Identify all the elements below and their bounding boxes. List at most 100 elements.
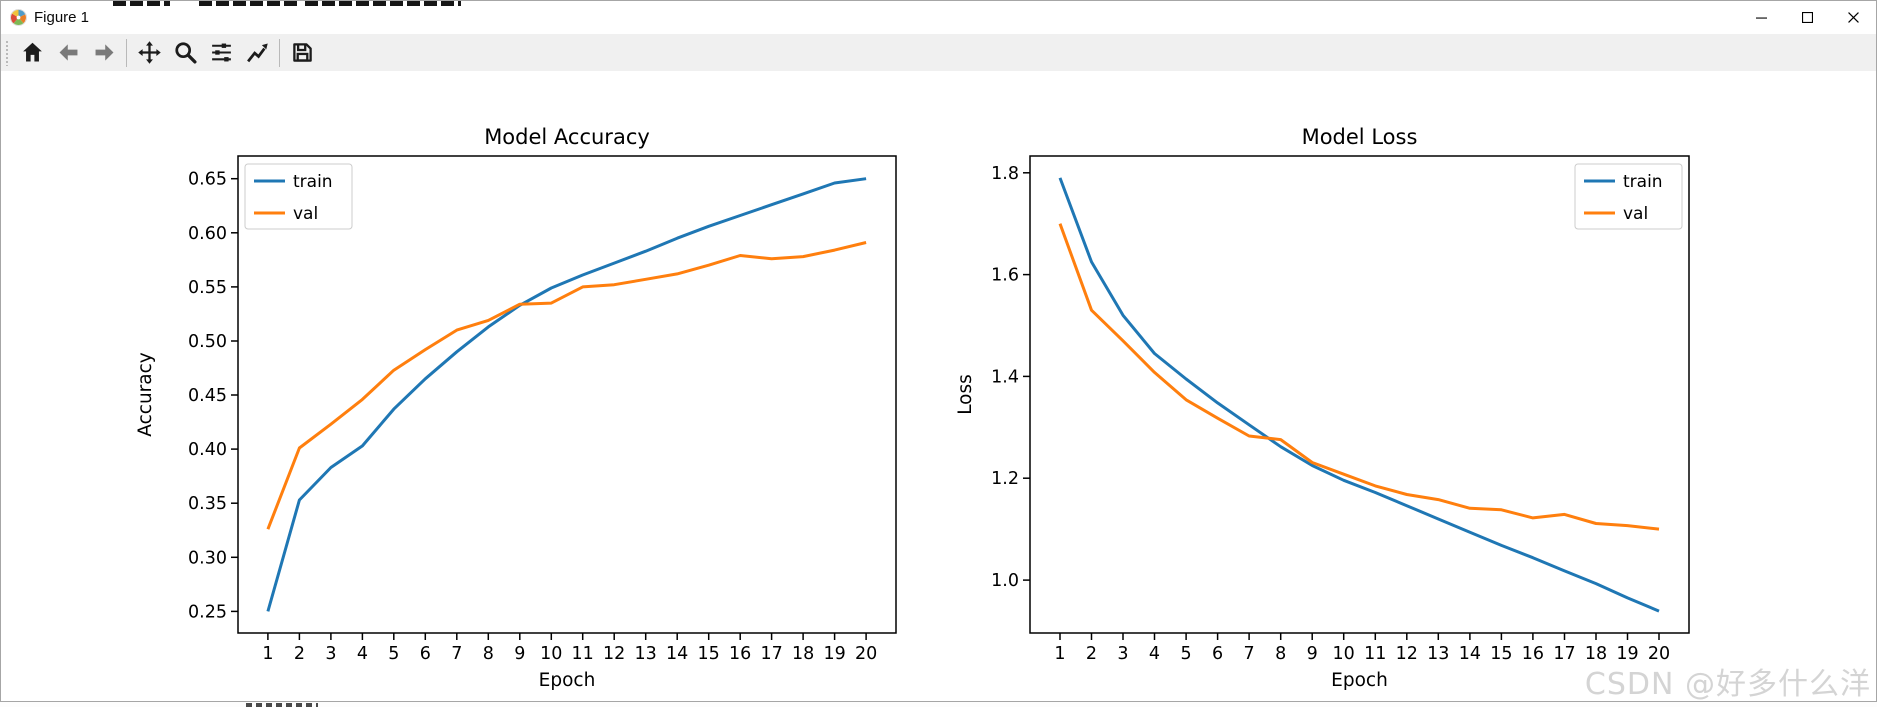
x-tick-label: 14 [1459, 644, 1481, 664]
x-tick-label: 15 [1490, 644, 1512, 664]
window-title: Figure 1 [34, 9, 90, 26]
toolbar [1, 34, 1876, 71]
legend-label-val: val [1623, 204, 1648, 224]
toolbar-buttons [14, 37, 320, 68]
forward-arrow-icon [95, 44, 113, 61]
train-line [1058, 177, 1660, 613]
x-tick-label: 15 [698, 644, 720, 664]
x-tick-label: 13 [635, 644, 657, 664]
model-accuracy-subplot: 1 2 3 4 5 6 7 8 9 10 11 12 13 14 15 16 17 18 19 200.250.300… [135, 125, 897, 691]
y-axis-label: Loss [955, 374, 976, 415]
x-tick-label: 17 [760, 644, 782, 664]
x-tick-label: 19 [823, 644, 845, 664]
x-tick-label: 10 [1333, 644, 1355, 664]
y-tick-label: 0.25 [188, 602, 227, 622]
x-tick-label: 20 [1648, 644, 1670, 664]
minimize-button[interactable] [1738, 1, 1784, 34]
x-tick-label: 8 [1275, 644, 1286, 664]
train-line [266, 177, 867, 612]
zoom-button[interactable] [167, 37, 203, 68]
close-button[interactable] [1830, 1, 1876, 34]
maximize-button[interactable] [1784, 1, 1830, 34]
matplotlib-logo-icon [10, 9, 27, 26]
curve-arrow-icon [246, 43, 268, 63]
x-tick-label: 9 [514, 644, 525, 664]
x-tick-label: 8 [483, 644, 494, 664]
configure-subplots-button[interactable] [203, 37, 239, 68]
magnifier-icon [174, 42, 197, 64]
window-controls [1738, 1, 1876, 34]
x-axis-label: Epoch [539, 670, 596, 691]
y-tick-label: 0.60 [188, 224, 227, 244]
x-tick-label: 12 [1396, 644, 1418, 664]
minimize-icon [1755, 17, 1767, 19]
legend-label-train: train [1623, 172, 1663, 192]
close-icon [1847, 12, 1859, 23]
x-tick-label: 7 [451, 644, 462, 664]
x-tick-label: 1 [262, 644, 273, 664]
background-artifact [199, 1, 299, 6]
figure-canvas[interactable]: 1 2 3 4 5 6 7 8 9 10 11 12 13 14 15 16 17 18 19 200.250.300… [1, 71, 1877, 703]
toolbar-grip-handle[interactable] [5, 39, 10, 66]
background-artifact [113, 1, 170, 6]
x-tick-label: 16 [1522, 644, 1544, 664]
title-bar[interactable]: Figure 1 [1, 1, 1876, 34]
x-tick-label: 2 [294, 644, 305, 664]
x-tick-label: 17 [1553, 644, 1575, 664]
x-tick-label: 10 [540, 644, 562, 664]
x-tick-label: 4 [357, 644, 368, 664]
y-tick-label: 0.65 [188, 170, 227, 190]
x-tick-label: 3 [325, 644, 336, 664]
y-tick-label: 0.50 [188, 332, 227, 352]
x-tick-label: 6 [1212, 644, 1223, 664]
home-button[interactable] [14, 37, 50, 68]
x-tick-label: 18 [1585, 644, 1607, 664]
x-tick-label: 5 [388, 644, 399, 664]
toolbar-separator [279, 38, 280, 67]
x-tick-label: 18 [792, 644, 814, 664]
y-tick-label: 0.40 [188, 440, 227, 460]
x-tick-label: 2 [1086, 644, 1097, 664]
subplot-title: Model Loss [1302, 125, 1418, 149]
y-tick-label: 1.6 [991, 266, 1019, 286]
val-line [266, 241, 867, 530]
legend-label-val: val [293, 204, 318, 224]
maximize-icon [1801, 12, 1813, 23]
legend: train val [244, 163, 353, 230]
watermark: CSDN @好多什么洋 [1584, 667, 1871, 702]
y-tick-label: 1.8 [991, 164, 1019, 184]
legend: train val [1574, 163, 1683, 230]
x-tick-label: 6 [420, 644, 431, 664]
edit-axes-button[interactable] [239, 37, 275, 68]
y-tick-label: 1.0 [991, 571, 1019, 591]
background-artifact [305, 1, 461, 6]
y-tick-label: 1.2 [991, 469, 1019, 489]
legend-label-train: train [293, 172, 333, 192]
x-tick-label: 20 [855, 644, 877, 664]
y-tick-label: 1.4 [991, 367, 1019, 387]
subplot-title: Model Accuracy [484, 125, 650, 149]
x-tick-label: 3 [1117, 644, 1128, 664]
x-tick-label: 11 [1364, 644, 1386, 664]
y-tick-label: 0.55 [188, 278, 227, 298]
sliders-icon [211, 43, 231, 62]
x-tick-label: 1 [1054, 644, 1065, 664]
x-tick-label: 7 [1244, 644, 1255, 664]
pan-button[interactable] [131, 37, 167, 68]
save-button[interactable] [284, 37, 320, 68]
x-tick-label: 4 [1149, 644, 1160, 664]
back-button[interactable] [50, 37, 86, 68]
x-tick-label: 13 [1427, 644, 1449, 664]
x-tick-label: 9 [1307, 644, 1318, 664]
forward-button[interactable] [86, 37, 122, 68]
x-tick-label: 14 [666, 644, 688, 664]
x-axis-label: Epoch [1331, 670, 1388, 691]
desktop-strip [0, 702, 1877, 707]
x-tick-label: 16 [729, 644, 751, 664]
model-loss-subplot: 1 2 3 4 5 6 7 8 9 10 11 12 13 14 15 16 17 18 19 201.01.21.4… [955, 125, 1690, 691]
home-icon [22, 42, 42, 62]
x-tick-label: 19 [1616, 644, 1638, 664]
y-tick-label: 0.45 [188, 386, 227, 406]
background-artifact [246, 703, 318, 707]
